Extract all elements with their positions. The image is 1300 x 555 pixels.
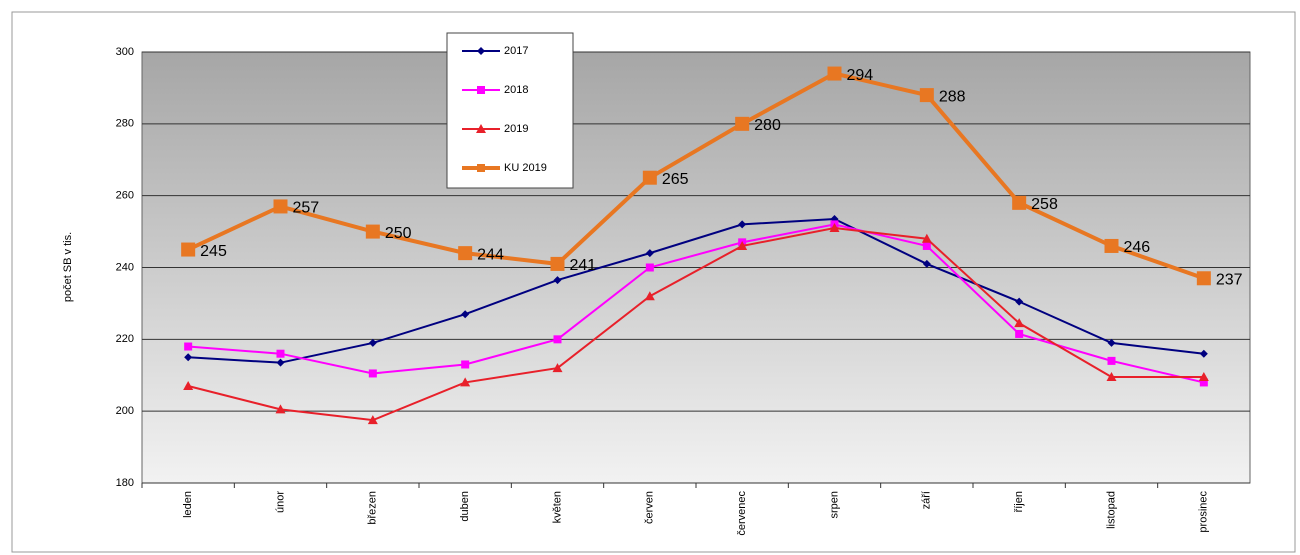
data-point <box>829 222 840 232</box>
x-tick-label: srpen <box>828 491 840 519</box>
data-label: 280 <box>754 117 781 134</box>
y-tick-label: 240 <box>116 261 134 273</box>
data-label: 258 <box>1031 196 1058 213</box>
data-label: 241 <box>570 257 597 274</box>
data-label: 250 <box>385 225 412 242</box>
data-label: 245 <box>200 243 227 260</box>
data-point <box>642 170 657 185</box>
x-tick-label: červen <box>644 491 656 524</box>
legend-marker <box>477 86 485 94</box>
series-line <box>187 71 1205 281</box>
data-point <box>1107 338 1116 347</box>
data-point <box>1015 297 1024 306</box>
data-point <box>1107 356 1116 365</box>
data-point <box>368 369 377 378</box>
legend-label: 2017 <box>504 45 528 57</box>
y-tick-label: 180 <box>116 477 134 489</box>
series-line <box>188 217 1204 364</box>
data-point <box>738 220 747 229</box>
data-point <box>1199 378 1208 387</box>
x-tick-label: leden <box>182 491 194 518</box>
legend-marker <box>477 47 485 55</box>
legend-label: KU 2019 <box>504 162 547 174</box>
data-label: 257 <box>293 200 320 217</box>
data-point <box>645 263 654 272</box>
legend-label: 2018 <box>504 84 528 96</box>
data-label: 288 <box>939 88 966 105</box>
data-point <box>827 66 842 81</box>
data-point <box>365 224 380 239</box>
data-point <box>460 377 471 387</box>
data-point <box>922 241 931 250</box>
y-tick-label: 200 <box>116 405 134 417</box>
data-point <box>461 360 470 369</box>
data-label: 237 <box>1216 271 1243 288</box>
data-label: 244 <box>477 246 504 263</box>
data-label: 294 <box>847 67 874 84</box>
data-point <box>550 256 565 271</box>
data-point <box>552 363 563 373</box>
data-point <box>735 116 750 131</box>
data-point <box>1012 195 1027 210</box>
y-tick-label: 300 <box>116 46 134 58</box>
legend-marker <box>476 124 486 133</box>
data-point <box>184 342 193 351</box>
data-point <box>276 358 285 367</box>
series-line <box>188 223 1205 384</box>
x-tick-label: květen <box>551 491 563 523</box>
legend-label: 2019 <box>504 123 528 135</box>
data-point <box>458 246 473 261</box>
x-tick-label: listopad <box>1105 491 1117 529</box>
series-line <box>187 226 1204 422</box>
y-tick-label: 280 <box>116 118 134 130</box>
legend <box>446 32 574 189</box>
data-point <box>921 233 932 243</box>
data-point <box>275 404 286 414</box>
x-tick-label: únor <box>274 491 286 513</box>
data-point <box>553 276 562 285</box>
y-tick-label: 220 <box>116 333 134 345</box>
data-point <box>181 242 196 257</box>
x-tick-label: červenec <box>736 491 748 536</box>
data-point <box>183 381 194 391</box>
data-point <box>461 310 470 319</box>
y-axis-label: počet SB v tis. <box>62 232 74 302</box>
data-point <box>644 291 655 301</box>
data-point <box>276 349 285 358</box>
data-point <box>367 415 378 425</box>
data-point <box>1198 372 1209 382</box>
data-point <box>737 240 748 250</box>
data-point <box>645 249 654 258</box>
data-point <box>1199 349 1208 358</box>
x-tick-label: září <box>921 491 933 509</box>
x-tick-label: prosinec <box>1198 491 1210 533</box>
data-point <box>919 88 934 103</box>
data-point <box>1015 329 1024 338</box>
data-point <box>922 259 931 268</box>
data-point <box>184 353 193 362</box>
data-point <box>1014 318 1025 328</box>
data-point <box>553 335 562 344</box>
x-tick-label: březen <box>367 491 379 525</box>
data-point <box>1104 238 1119 253</box>
data-point <box>273 199 288 214</box>
x-tick-label: duben <box>459 491 471 522</box>
data-point <box>1196 271 1211 286</box>
legend-marker <box>477 164 485 172</box>
data-point <box>1106 372 1117 382</box>
data-label: 246 <box>1124 239 1151 256</box>
data-label: 265 <box>662 171 689 188</box>
data-point <box>368 338 377 347</box>
x-tick-label: říjen <box>1013 491 1025 512</box>
y-tick-label: 260 <box>116 190 134 202</box>
